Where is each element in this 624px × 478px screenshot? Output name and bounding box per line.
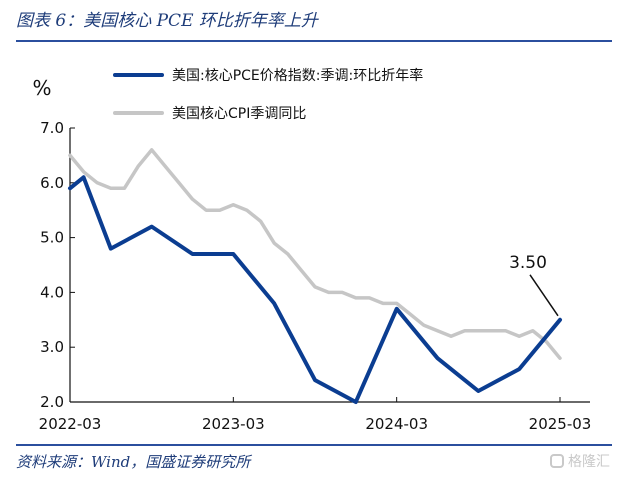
- chart-annotations: 3.50: [509, 253, 559, 317]
- annotation-label: 3.50: [509, 253, 547, 273]
- y-tick-label: 4.0: [40, 283, 64, 301]
- source-note: 资料来源：Wind，国盛证券研究所: [16, 453, 251, 471]
- x-tick-label: 2025-03: [529, 415, 592, 433]
- chart-series: [68, 148, 562, 404]
- title-divider: [16, 40, 612, 42]
- watermark: 格隆汇: [550, 451, 610, 471]
- y-tick-label: 3.0: [40, 338, 64, 356]
- y-tick-label: 6.0: [40, 174, 64, 192]
- y-tick-label: 2.0: [40, 393, 64, 411]
- footer-divider: [16, 444, 612, 446]
- series-line-core-cpi: [68, 148, 562, 360]
- x-tick-label: 2022-03: [39, 415, 102, 433]
- y-tick-label: 5.0: [40, 229, 64, 247]
- x-tick-label: 2024-03: [365, 415, 428, 433]
- annotation-leader-line: [529, 274, 559, 317]
- chart-axes: 7.0 6.0 5.0 4.0 3.0 2.0 2022-03 2023-03 2024-03 2…: [32, 76, 591, 433]
- chart-title: 图表 6：美国核心 PCE 环比折年率上升: [16, 11, 318, 31]
- brand-logo-icon: [550, 454, 564, 468]
- legend-label: 美国核心CPI季调同比: [172, 106, 306, 122]
- series-line-core-pce: [68, 175, 562, 404]
- legend-label: 美国:核心PCE价格指数:季调:环比折年率: [172, 67, 423, 84]
- x-tick-label: 2023-03: [202, 415, 265, 433]
- watermark-text: 格隆汇: [568, 454, 610, 470]
- y-axis-unit-label: %: [32, 76, 51, 100]
- y-tick-label: 7.0: [40, 119, 64, 137]
